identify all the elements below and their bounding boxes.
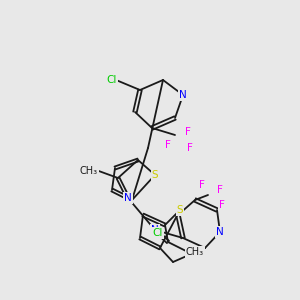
Text: Cl: Cl (153, 228, 163, 238)
Text: Cl: Cl (107, 75, 117, 85)
Text: F: F (185, 127, 191, 137)
Text: N: N (179, 90, 187, 100)
Text: F: F (217, 185, 223, 195)
Text: F: F (219, 200, 225, 210)
Text: F: F (165, 140, 171, 150)
Text: S: S (177, 205, 183, 215)
Text: F: F (187, 143, 193, 153)
Text: CH₃: CH₃ (186, 247, 204, 257)
Text: N: N (151, 225, 159, 235)
Text: CH₃: CH₃ (80, 166, 98, 176)
Text: F: F (199, 180, 205, 190)
Text: N: N (216, 227, 224, 237)
Text: S: S (152, 170, 158, 180)
Text: N: N (124, 193, 132, 203)
